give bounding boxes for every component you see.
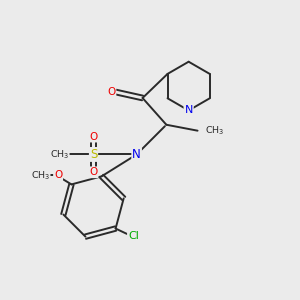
Text: N: N xyxy=(184,106,193,116)
Text: O: O xyxy=(107,87,116,97)
Text: N: N xyxy=(132,148,141,161)
Text: S: S xyxy=(90,148,97,161)
Text: CH$_3$: CH$_3$ xyxy=(31,169,50,182)
Text: CH$_3$: CH$_3$ xyxy=(50,148,69,161)
Text: O: O xyxy=(89,167,98,177)
Text: O: O xyxy=(54,170,62,181)
Text: CH$_3$: CH$_3$ xyxy=(205,124,224,137)
Text: Cl: Cl xyxy=(128,231,139,241)
Text: O: O xyxy=(89,132,98,142)
